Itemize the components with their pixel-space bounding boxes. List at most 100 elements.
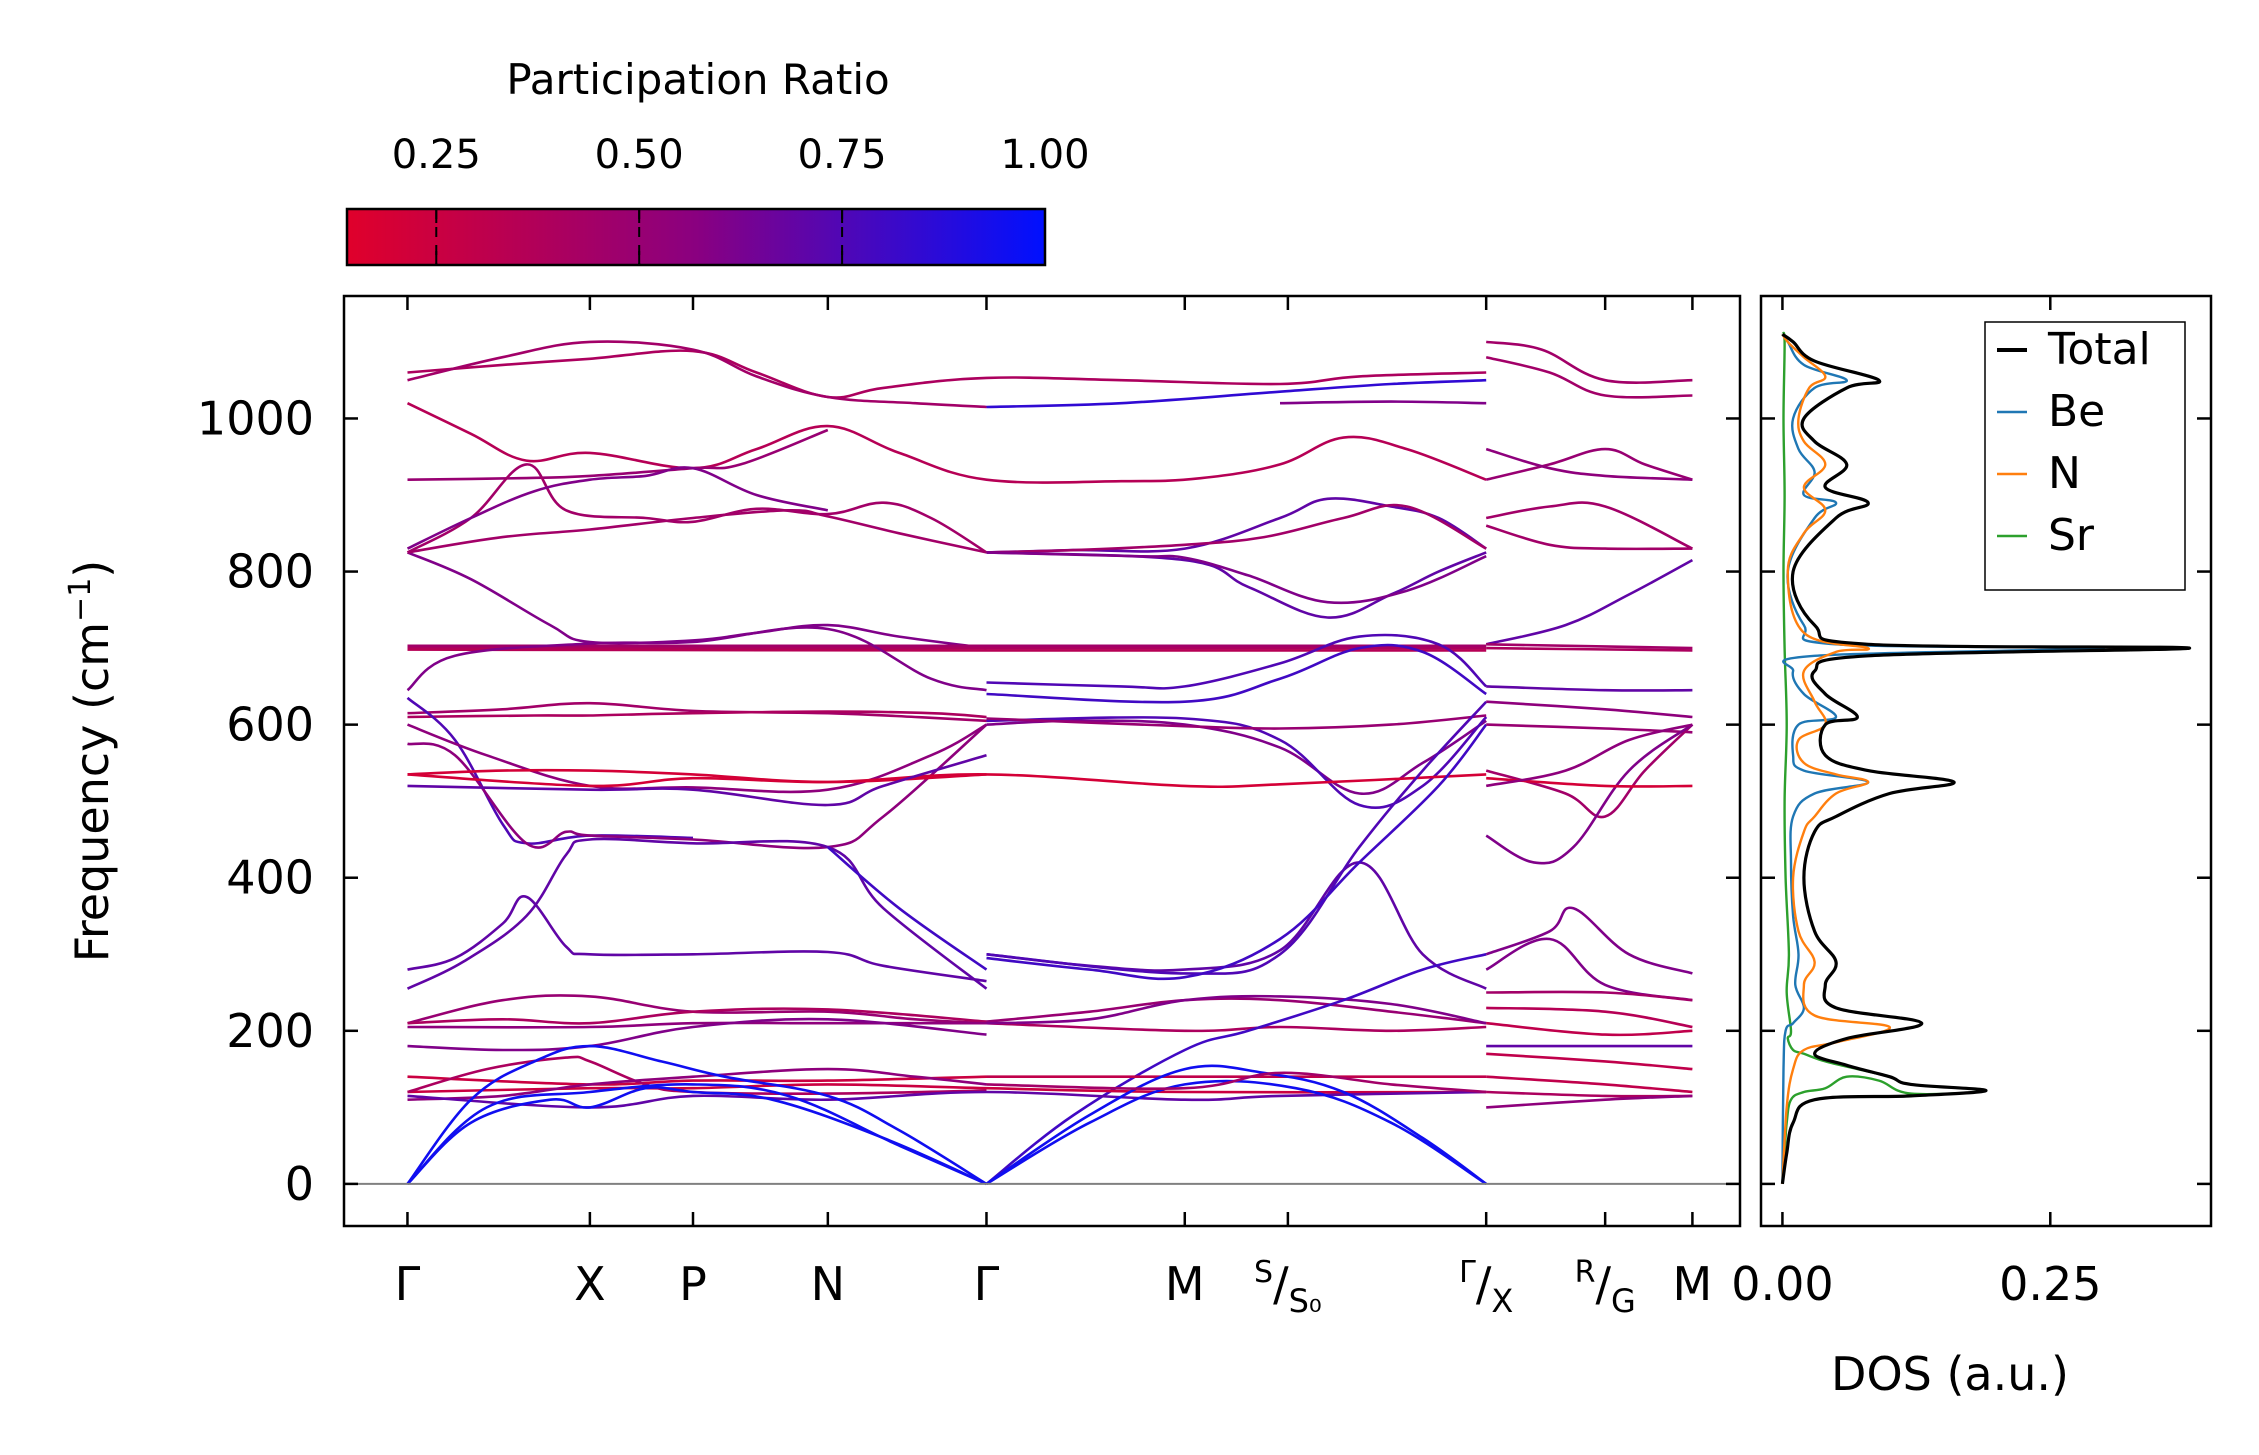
phonon-band [826,846,988,971]
high-symmetry-label-top: R [1575,1255,1596,1290]
phonon-band [985,953,1487,1185]
high-symmetry-label-top: Γ [1459,1255,1476,1290]
high-symmetry-label: Γ [395,1257,421,1311]
high-symmetry-label-top: S [1254,1255,1273,1290]
phonon-band [1486,1006,1693,1029]
phonon-band [1485,558,1694,646]
phonon-band [1485,447,1693,481]
phonon-band [1485,723,1694,865]
dos-lines [1780,331,2192,1185]
dos-series-total [1780,332,2192,1185]
phonon-band [1486,643,1693,650]
colorbar-tick-label: 0.75 [798,132,887,178]
phonon-band [406,837,988,990]
y-axis-label: Frequency (cm−1) [63,560,119,963]
phonon-band [1486,1090,1693,1098]
dos-x-axis-label: DOS (a.u.) [1831,1347,2069,1401]
phonon-band [986,551,1487,619]
phonon-band [407,1007,987,1025]
dos-legend: Total Be N Sr [1984,321,2186,591]
phonon-band [407,1067,987,1101]
phonon-band [1485,906,1693,975]
legend-box [1984,321,2186,591]
phonon-band [407,648,1487,652]
phonon-band [407,508,987,554]
high-symmetry-label-bottom: X [1491,1282,1513,1320]
phonon-band [406,463,988,554]
legend-label: N [2048,448,2081,499]
phonon-band [406,1083,988,1186]
phonon-band [1485,723,1693,788]
phonon-band [407,1017,987,1052]
phonon-band [1486,1094,1693,1109]
phonon-band [986,1021,1487,1033]
high-symmetry-label-slash: / [1476,1257,1492,1311]
dos-plot-frame [1759,294,2213,1228]
colorbar-gradient [345,207,1047,267]
y-tick-label: 400 [226,851,314,905]
phonon-band [407,340,987,409]
phonon-band [407,710,987,719]
phonon-band [1486,723,1693,734]
dos-x-tick-label: 0.25 [1999,1257,2101,1311]
high-symmetry-label-bottom: G [1611,1282,1636,1320]
phonon-band [986,994,1487,1025]
y-tick-label: 200 [226,1004,314,1058]
dos-axes: 0.00 0.25 [1731,296,2211,1311]
phonon-band [986,551,1487,605]
band-plot-frame [342,294,1742,1228]
high-symmetry-label: R/G [1575,1255,1636,1320]
dos-series-be [1781,333,2106,1184]
phonon-band [407,349,1487,399]
high-symmetry-label: M [1165,1257,1205,1311]
dos-x-tick-label: 0.00 [1731,1257,1833,1311]
high-symmetry-label: X [574,1257,606,1311]
dos-series-sr [1781,331,1988,1184]
phonon-band [406,1044,988,1186]
band-lines [406,340,1694,1186]
phonon-band [1486,685,1693,692]
high-symmetry-label: Γ [974,1257,1000,1311]
phonon-band [407,895,987,983]
y-axis-label-text: Frequency (cm [65,622,119,962]
phonon-band [1486,1075,1693,1094]
phonon-band [986,643,1487,704]
dos-panel: 0.00 0.25 DOS (a.u.) Total Be N Sr [1731,294,2213,1401]
phonon-band [1486,1021,1693,1037]
colorbar: Participation Ratio 0.25 0.50 0.75 1.00 [345,55,1090,267]
high-symmetry-label: Γ/X [1459,1255,1513,1320]
colorbar-ticks: 0.25 0.50 0.75 1.00 [392,132,1090,265]
phonon-band [986,714,1487,730]
phonon-band [407,723,988,794]
phonon-band [406,402,1487,484]
y-tick-label: 800 [226,545,314,599]
phonon-band [407,701,987,723]
high-symmetry-label: N [811,1257,845,1311]
phonon-band [407,754,987,807]
phonon-band [1485,447,1693,481]
phonon-band [986,633,1488,690]
phonon-band [986,716,1488,810]
phonon-band [407,428,829,481]
colorbar-tick-label: 0.50 [595,132,684,178]
phonon-band [986,378,1487,409]
phonon-band [407,1075,987,1086]
high-symmetry-label: S/S₀ [1254,1255,1322,1320]
y-axis-label-close: ) [65,560,119,578]
phonon-band [407,1083,1487,1094]
colorbar-tick-label: 0.25 [392,132,481,178]
high-symmetry-label-slash: / [1273,1257,1289,1311]
phonon-band [1486,776,1693,788]
phonon-band [985,1079,1487,1186]
phonon-band [1486,340,1693,384]
phonon-band [985,1064,1487,1185]
phonon-band [986,503,1487,554]
dos-series-n [1781,333,1891,1184]
phonon-band [1485,355,1693,399]
phonon-band [1279,400,1487,405]
phonon-band [1486,1052,1693,1071]
phonon-band [1486,990,1693,1002]
y-axis-label-superscript: −1 [63,578,98,622]
high-symmetry-label: M [1673,1257,1713,1311]
